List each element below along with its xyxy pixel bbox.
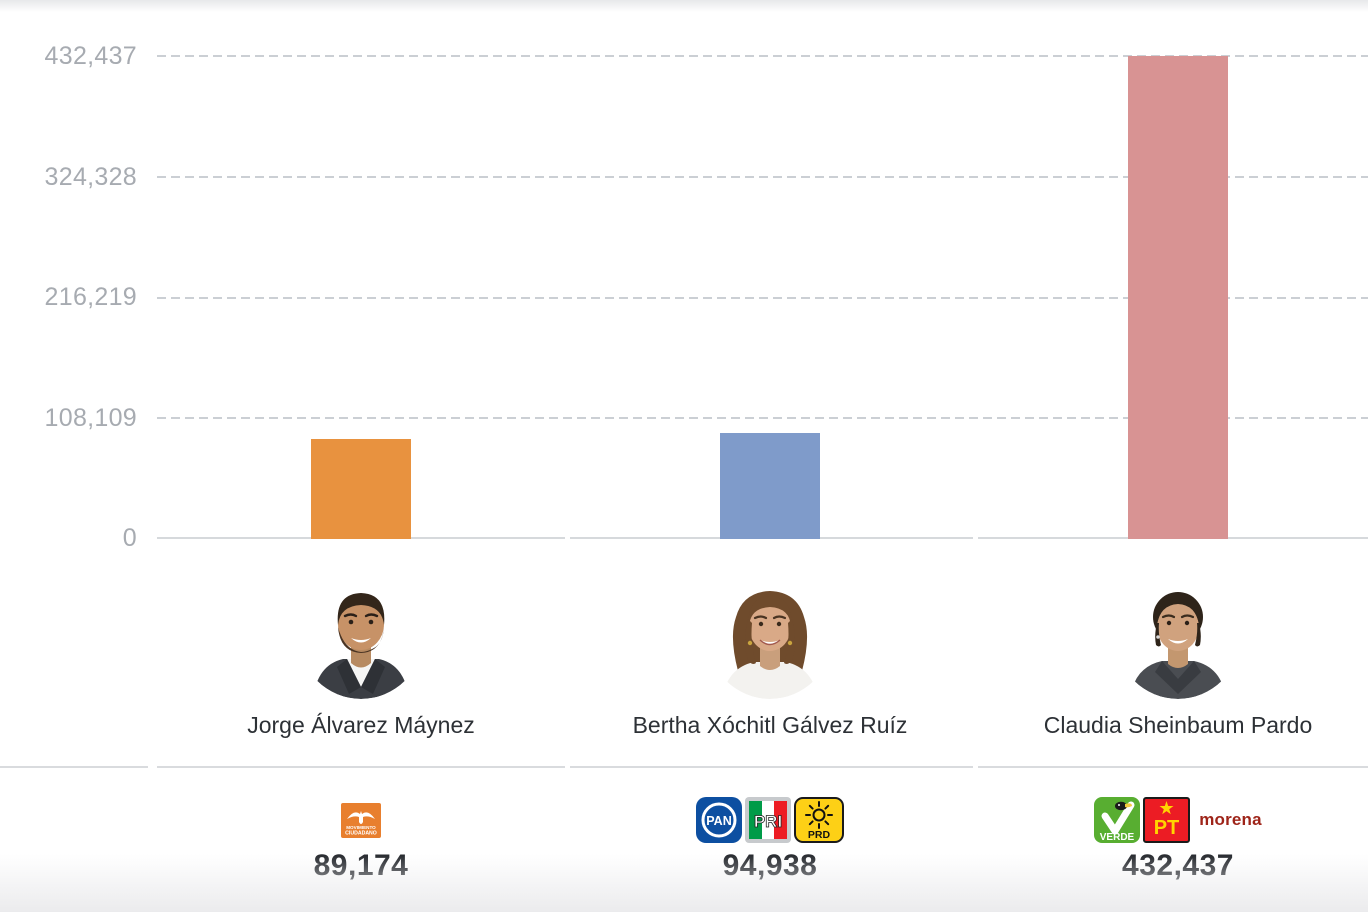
gridline (157, 297, 1368, 299)
pri-logo-icon: PRI (745, 797, 791, 843)
prd-label: PRD (808, 829, 831, 841)
woman-portrait-icon (1116, 575, 1240, 699)
y-axis-tick-label: 216,219 (44, 283, 137, 311)
gridline (157, 417, 1368, 419)
y-axis-tick-label: 324,328 (44, 163, 137, 191)
mc-label-1: MOVIMIENTO (346, 825, 376, 830)
party-logos-row: PAN PRI (566, 797, 974, 843)
bar-claudia-sheinbaum (1128, 56, 1228, 539)
candidate-column-sheinbaum: Claudia Sheinbaum Pardo VERDE PT morena … (974, 0, 1368, 912)
jorge-alvarez-maynez-photo (299, 575, 423, 699)
mc-label-2: CIUDADANO (345, 830, 377, 836)
woman-portrait-icon (708, 575, 832, 699)
divider-line (570, 766, 973, 768)
party-logos-row: VERDE PT morena (974, 797, 1368, 843)
vote-count: 432,437 (1122, 849, 1234, 882)
candidate-name: Claudia Sheinbaum Pardo (1043, 712, 1313, 738)
morena-wordmark: morena (1199, 810, 1262, 829)
pan-logo-icon: PAN (696, 797, 742, 843)
bar-jorge-alvarez-maynez (311, 439, 411, 539)
man-portrait-icon (299, 575, 423, 699)
candidate-column-maynez: Jorge Álvarez Máynez MOVIMIENTO CIUDADAN… (157, 0, 565, 912)
candidate-name: Bertha Xóchitl Gálvez Ruíz (632, 712, 908, 738)
claudia-sheinbaum-photo (1116, 575, 1240, 699)
candidate-name: Jorge Álvarez Máynez (247, 712, 475, 738)
movimiento-ciudadano-logo-icon: MOVIMIENTO CIUDADANO (341, 802, 381, 838)
gridline (157, 176, 1368, 178)
gridline (157, 55, 1368, 57)
vote-count: 94,938 (722, 849, 818, 882)
pt-logo-icon: PT (1143, 797, 1191, 843)
y-axis-tick-label: 108,109 (44, 404, 137, 432)
prd-logo-icon: PRD (794, 797, 844, 843)
bar-xochitl-galvez (720, 433, 820, 539)
pri-label: PRI (754, 812, 782, 831)
verde-label: VERDE (1100, 832, 1135, 843)
party-logos-row: MOVIMIENTO CIUDADANO (157, 797, 565, 843)
y-axis-tick-label: 0 (122, 524, 137, 552)
xochitl-galvez-photo (708, 575, 832, 699)
divider-line (0, 766, 148, 768)
vote-count: 89,174 (313, 849, 409, 882)
y-axis-tick-label: 432,437 (44, 42, 137, 70)
partido-verde-logo-icon: VERDE (1094, 797, 1141, 843)
pt-label: PT (1154, 817, 1180, 839)
pan-label: PAN (706, 814, 731, 828)
divider-line (157, 766, 565, 768)
bar-chart-plot-area: 432,437 324,328 216,219 108,109 0 (44, 42, 1368, 552)
candidate-column-galvez: Bertha Xóchitl Gálvez Ruíz PAN PRI (566, 0, 974, 912)
divider-line (978, 766, 1368, 768)
